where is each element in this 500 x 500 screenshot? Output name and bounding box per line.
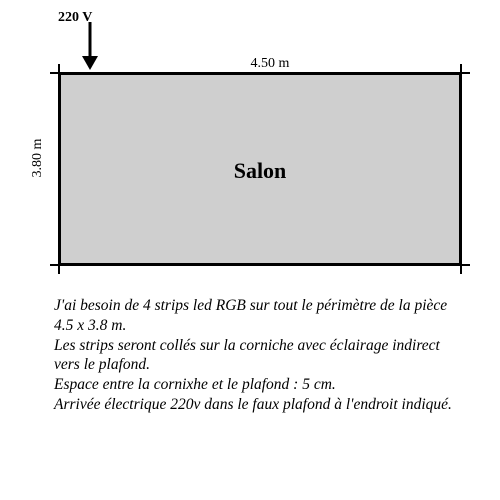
dimension-height: 3.80 m xyxy=(30,128,46,188)
description-text: J'ai besoin de 4 strips led RGB sur tout… xyxy=(54,296,462,415)
tick-bottom xyxy=(50,264,470,266)
tick-right xyxy=(460,64,462,274)
room-title: Salon xyxy=(160,158,360,184)
dimension-width: 4.50 m xyxy=(190,56,350,72)
arrow-down-icon xyxy=(75,22,105,72)
diagram-canvas: 220 V 4.50 m 3.80 m Salon J'ai besoin de… xyxy=(0,0,500,500)
